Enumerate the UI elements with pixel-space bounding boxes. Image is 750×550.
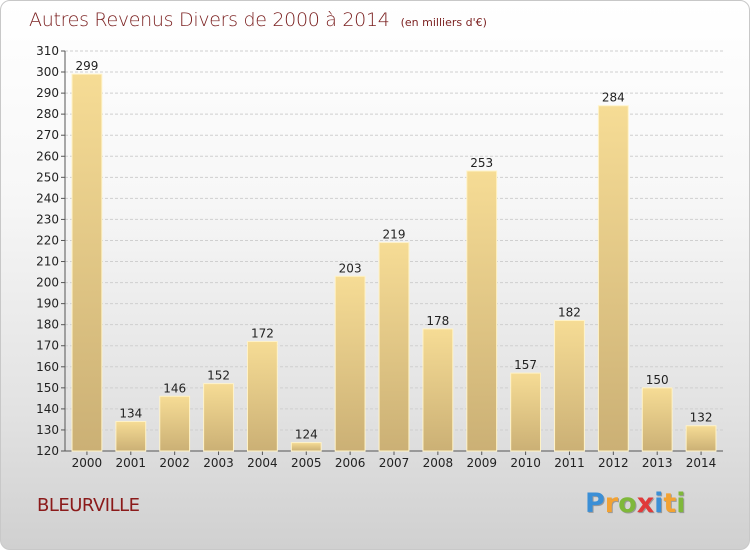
town-name: BLEURVILLE	[37, 495, 140, 516]
x-tick-label-2014: 2014	[686, 456, 717, 470]
logo-letter: r	[604, 488, 619, 519]
data-label-2012: 284	[602, 91, 625, 105]
y-tick-label: 120	[36, 444, 59, 458]
y-tick-label: 310	[36, 44, 59, 58]
y-tick-label: 240	[36, 191, 59, 205]
data-label-2002: 146	[163, 381, 186, 395]
y-tick-label: 130	[36, 423, 59, 437]
y-tick-label: 140	[36, 402, 59, 416]
data-labels: 299 134 146 152 172 124 203 219 178 253 157 182 284 1…	[75, 59, 712, 441]
y-tick-label: 180	[36, 318, 59, 332]
bar-2000	[71, 73, 103, 452]
data-label-2010: 157	[514, 358, 537, 372]
bar-2002	[159, 395, 191, 452]
data-label-2001: 134	[119, 407, 142, 421]
x-tick-label-2010: 2010	[510, 456, 541, 470]
bar-2006	[334, 275, 366, 452]
data-label-2003: 152	[207, 369, 230, 383]
chart-title: Autres Revenus Divers de 2000 à 2014 (en…	[29, 9, 487, 31]
bar-2007	[378, 242, 410, 452]
logo-letter: t	[663, 488, 677, 519]
y-tick-label: 270	[36, 128, 59, 142]
bars	[71, 73, 717, 452]
y-tick-label: 300	[36, 65, 59, 79]
data-label-2011: 182	[558, 305, 581, 319]
y-axis-ticks: 120 130 140 150 160 170 180 190 200 210 220 230 240 2…	[36, 44, 59, 458]
bar-2009	[466, 170, 498, 452]
bar-2014	[685, 425, 717, 452]
x-tick-label-2008: 2008	[423, 456, 454, 470]
logo-letter: i	[676, 488, 686, 519]
y-tick-label: 280	[36, 107, 59, 121]
x-tick-label-2002: 2002	[159, 456, 190, 470]
data-label-2005: 124	[295, 428, 318, 442]
y-tick-label: 260	[36, 149, 59, 163]
x-tick-label-2004: 2004	[247, 456, 278, 470]
bar-2001	[115, 421, 147, 452]
data-label-2007: 219	[383, 228, 406, 242]
y-tick-label: 190	[36, 297, 59, 311]
y-tick-label: 200	[36, 276, 59, 290]
data-label-2014: 132	[690, 411, 713, 425]
y-tick-label: 220	[36, 233, 59, 247]
logo-letter: x	[636, 488, 655, 519]
bar-2012	[597, 105, 629, 452]
y-tick-label: 230	[36, 212, 59, 226]
data-label-2006: 203	[339, 261, 362, 275]
data-label-2000: 299	[75, 59, 98, 73]
x-tick-label-2006: 2006	[335, 456, 366, 470]
x-tick-label-2003: 2003	[203, 456, 234, 470]
data-label-2004: 172	[251, 327, 274, 341]
data-label-2009: 253	[470, 156, 493, 170]
x-tick-label-2001: 2001	[116, 456, 147, 470]
x-tick-label-2013: 2013	[642, 456, 673, 470]
y-tick-label: 160	[36, 360, 59, 374]
y-tick-label: 290	[36, 86, 59, 100]
logo-letter: P	[585, 488, 605, 519]
x-tick-label-2011: 2011	[554, 456, 585, 470]
logo-letter: i	[654, 488, 664, 519]
y-tick-label: 210	[36, 255, 59, 269]
bar-2011	[554, 319, 585, 452]
bar-2004	[246, 341, 278, 452]
y-tick-label: 250	[36, 170, 59, 184]
y-tick-label: 150	[36, 381, 59, 395]
x-tick-label-2012: 2012	[598, 456, 629, 470]
x-tick-label-2005: 2005	[291, 456, 322, 470]
bar-2003	[203, 383, 234, 452]
x-tick-label-2000: 2000	[72, 456, 103, 470]
data-label-2008: 178	[426, 314, 449, 328]
bar-2010	[510, 372, 542, 452]
x-tick-label-2007: 2007	[379, 456, 410, 470]
proxiti-logo: Proxiti	[585, 488, 686, 519]
x-axis-ticks: 2000 2001 2002 2003 2004 2005 2006 2007 2008 2009…	[72, 456, 717, 470]
chart-title-text: Autres Revenus Divers de 2000 à 2014	[29, 9, 390, 31]
chart-unit-text: (en milliers d'€)	[400, 16, 487, 29]
bar-2005	[290, 442, 322, 452]
bar-2008	[422, 328, 454, 452]
data-label-2013: 150	[646, 373, 669, 387]
bar-2013	[641, 387, 673, 452]
logo-letter: o	[618, 488, 637, 519]
y-tick-label: 170	[36, 339, 59, 353]
x-tick-label-2009: 2009	[466, 456, 497, 470]
